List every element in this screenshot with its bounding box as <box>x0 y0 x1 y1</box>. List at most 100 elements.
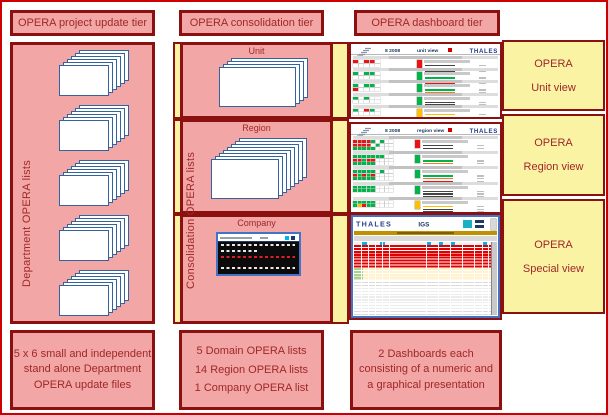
status-cell <box>389 143 393 147</box>
teal-cell <box>362 242 367 245</box>
status-cell <box>358 100 364 104</box>
status-cell <box>366 177 371 181</box>
status-cell <box>375 173 380 177</box>
stacked-file-page <box>59 175 109 206</box>
side-table-value <box>479 101 486 103</box>
side-table-line <box>423 208 453 210</box>
status-cell <box>384 143 389 147</box>
status-cell <box>371 143 375 147</box>
left-tier-title: OPERA project update tier <box>17 17 147 29</box>
side-table-header <box>424 72 470 76</box>
side-table-line <box>423 205 453 208</box>
status-cell-grid <box>353 170 393 181</box>
status-cell-row <box>353 204 393 208</box>
status-cell <box>362 158 366 162</box>
section-title-bar <box>353 166 498 170</box>
status-cell <box>357 173 362 177</box>
section-title-bar <box>353 92 498 96</box>
side-table-value <box>477 165 484 167</box>
side-table-line <box>425 101 455 103</box>
dashboard-section <box>351 68 500 84</box>
status-cell-row <box>353 60 380 63</box>
kpi-cell <box>415 155 420 164</box>
special-header: THALES IGS <box>353 217 498 231</box>
status-cell <box>353 173 357 177</box>
side-table-line <box>425 116 455 117</box>
status-cell <box>353 155 357 159</box>
side-table-line <box>423 147 453 150</box>
right-tier-footer: 2 Dashboards each consisting of a numeri… <box>350 330 502 410</box>
region-lists-box: Region <box>180 119 333 214</box>
status-cell <box>380 200 384 204</box>
column-header-row <box>354 236 497 242</box>
side-table-value <box>477 178 484 180</box>
left-vertical-label: Department OPERA lists <box>21 159 33 287</box>
status-cell <box>366 189 371 193</box>
side-table-value <box>479 89 486 91</box>
stacked-file-page <box>59 285 109 316</box>
status-cell-grid <box>353 140 393 151</box>
status-cell <box>369 72 375 76</box>
unit-lists-box: Unit <box>180 42 333 119</box>
side-table-line <box>423 211 453 212</box>
status-cell <box>362 140 366 143</box>
status-cell <box>389 147 393 150</box>
dashboard-section <box>351 181 500 198</box>
status-cell <box>366 173 371 177</box>
status-cell <box>357 143 362 147</box>
status-cell <box>353 87 358 91</box>
status-cell <box>375 147 380 150</box>
status-cell <box>369 108 375 112</box>
side-table-value <box>479 116 486 117</box>
status-cell-row <box>353 173 393 177</box>
footer-line: 2 Dashboards each <box>378 348 474 361</box>
status-cell <box>380 162 384 166</box>
section-content <box>351 139 500 151</box>
status-cell-row <box>353 75 380 79</box>
stairs-logo-icon <box>353 44 375 62</box>
status-cell <box>375 143 380 147</box>
side-table-value <box>477 160 484 162</box>
stairs-logo-icon <box>353 124 375 142</box>
dashboard-section <box>351 104 500 117</box>
right-tier-title: OPERA dashboard tier <box>371 17 483 29</box>
status-cell-grid <box>353 96 380 104</box>
status-cell <box>358 60 364 63</box>
status-cell <box>384 204 389 208</box>
footer-line: 5 Domain OPERA lists <box>196 344 307 357</box>
footer-line: OPERA update files <box>33 378 132 391</box>
status-cell <box>366 147 371 150</box>
kpi-cell <box>417 72 422 81</box>
status-cell <box>353 112 358 116</box>
status-cell <box>357 204 362 208</box>
status-cell <box>358 108 364 112</box>
status-cell <box>389 140 393 143</box>
report-title-text <box>396 232 455 234</box>
file-stack <box>59 160 129 206</box>
middle-tier-footer: 5 Domain OPERA lists 14 Region OPERA lis… <box>179 330 324 410</box>
side-table-value <box>479 65 486 67</box>
middle-vertical-label: Consolidation OPERA lists <box>185 151 197 289</box>
middle-tier-header: OPERA consolidation tier <box>179 10 324 36</box>
side-table-line <box>423 145 453 147</box>
section-title-bar <box>353 104 498 108</box>
side-table-line <box>423 165 453 167</box>
status-cell <box>375 63 380 67</box>
section-content <box>351 200 500 212</box>
status-cell <box>375 162 380 166</box>
data-row <box>221 267 295 269</box>
status-cell <box>389 177 393 181</box>
dashboard-body <box>351 136 500 212</box>
side-table-line <box>423 196 453 198</box>
status-cell <box>357 155 362 159</box>
status-cell <box>375 84 380 88</box>
status-cell <box>362 162 366 166</box>
status-cell <box>357 162 362 166</box>
status-cell <box>375 87 380 91</box>
stacked-file-page <box>219 67 296 107</box>
status-cell <box>375 177 380 181</box>
status-cell <box>369 84 375 88</box>
status-cell <box>362 185 366 189</box>
status-cell <box>371 173 375 177</box>
